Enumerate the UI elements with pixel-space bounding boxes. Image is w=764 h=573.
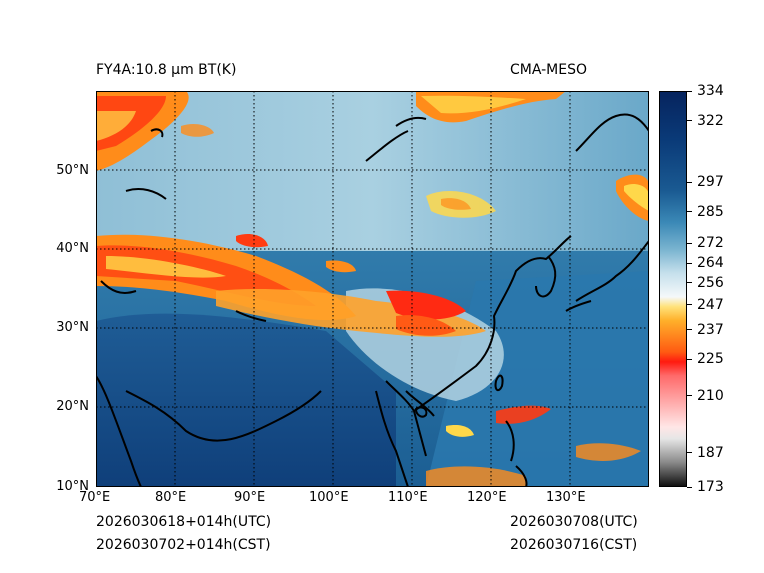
graticule <box>96 91 649 487</box>
northern-field <box>96 91 649 251</box>
lon-tick-70e: 70°E <box>79 490 111 505</box>
lat-tick-30n: 30°N <box>56 320 89 335</box>
colorbar-tick-label: 187 <box>697 444 724 461</box>
colorbar-tick-mark <box>687 181 692 183</box>
colorbar-tick-label: 334 <box>697 83 724 99</box>
colorbar-tick-mark <box>687 358 692 360</box>
colorbar-tick-mark <box>687 120 692 121</box>
colorbar-tick-mark <box>687 304 692 306</box>
lon-tick-100e: 100°E <box>309 490 349 505</box>
colorbar-tick-label: 256 <box>697 274 724 291</box>
map-canvas <box>96 91 649 487</box>
product-title: FY4A:10.8 μm BT(K) <box>96 62 237 78</box>
south-warm-field <box>96 313 396 487</box>
colorbar-tick-mark <box>687 211 692 213</box>
colorbar-tick-label: 322 <box>697 112 724 129</box>
colorbar-tick-mark <box>687 452 692 454</box>
colorbar-tick-label: 173 <box>697 479 724 495</box>
lon-tick-80e: 80°E <box>155 490 187 505</box>
colorbar-tick-label: 297 <box>697 174 724 190</box>
lat-tick-10n: 10°N <box>56 479 89 494</box>
satellite-map <box>96 91 649 487</box>
colorbar-tick-mark <box>687 395 692 397</box>
init-time-cst: 2026030702+014h(CST) <box>96 537 271 553</box>
colorbar-tick-mark <box>687 282 692 284</box>
colorbar-tick-label: 210 <box>697 387 724 404</box>
lon-tick-90e: 90°E <box>234 490 266 505</box>
valid-time-utc: 2026030708(UTC) <box>510 514 638 530</box>
map-border <box>96 91 649 487</box>
colorbar-tick-mark <box>687 90 692 92</box>
colorbar-tick-label: 247 <box>697 296 724 313</box>
lat-tick-50n: 50°N <box>56 163 89 178</box>
colorbar-tick-label: 272 <box>697 235 724 252</box>
colorbar-tick-label: 264 <box>697 255 724 272</box>
colorbar-tick-mark <box>687 242 692 244</box>
colorbar-tick-mark <box>687 329 692 331</box>
lat-tick-20n: 20°N <box>56 399 89 414</box>
lat-tick-40n: 40°N <box>56 241 89 256</box>
colorbar-tick-label: 237 <box>697 321 724 338</box>
valid-time-cst: 2026030716(CST) <box>510 537 638 553</box>
colorbar-tick-mark <box>687 486 692 488</box>
colorbar <box>659 91 687 487</box>
init-time-utc: 2026030618+014h(UTC) <box>96 514 272 530</box>
colorbar-tick-mark <box>687 262 692 264</box>
colorbar-tick-label: 285 <box>697 203 724 220</box>
colorbar-gradient <box>660 92 686 486</box>
model-title: CMA-MESO <box>510 62 588 78</box>
lon-tick-120e: 120°E <box>467 490 507 505</box>
lon-tick-130e: 130°E <box>546 490 586 505</box>
cold-cloud-regions <box>96 91 649 487</box>
colorbar-tick-label: 225 <box>697 351 724 368</box>
lon-tick-110e: 110°E <box>388 490 428 505</box>
coastlines <box>96 113 649 487</box>
